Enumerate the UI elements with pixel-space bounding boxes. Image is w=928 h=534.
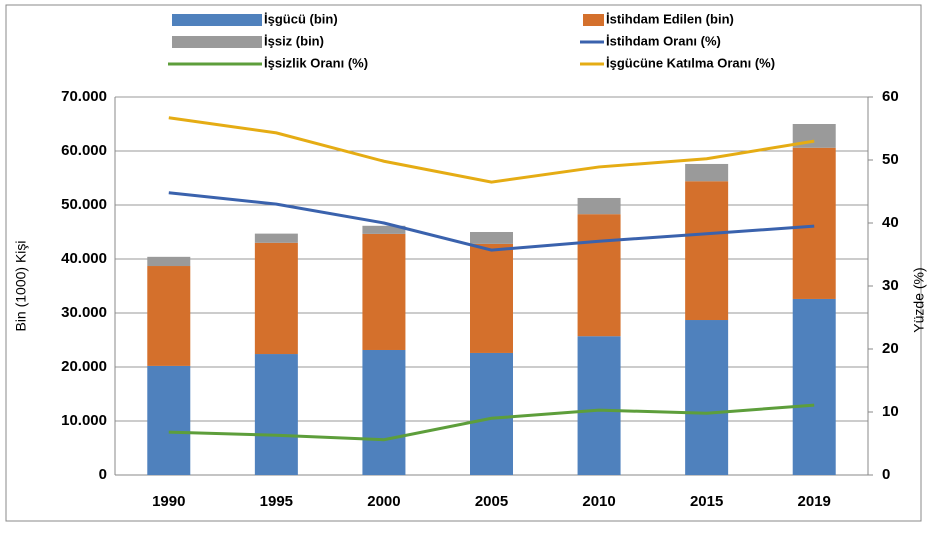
y-tick-label: 10.000 xyxy=(61,412,107,429)
bar xyxy=(362,349,406,475)
bar xyxy=(792,147,836,299)
bar xyxy=(362,225,406,234)
legend-label: İşgücüne Katılma Oranı (%) xyxy=(606,55,775,70)
line-series xyxy=(168,191,815,252)
bar xyxy=(577,214,621,337)
legend-label: İşsizlik Oranı (%) xyxy=(264,55,368,70)
x-tick-label: 2005 xyxy=(475,493,508,510)
y2-axis-title: Yüzde (%) xyxy=(911,267,927,332)
bar xyxy=(470,352,513,475)
x-tick-label: 2000 xyxy=(367,493,400,510)
legend-label: İşsiz (bin) xyxy=(264,33,324,48)
x-tick-label: 2019 xyxy=(798,493,831,510)
x-tick-label: 2015 xyxy=(690,493,723,510)
y-axis-title: Bin (1000) Kişi xyxy=(13,240,29,331)
bar xyxy=(147,266,191,366)
legend-swatch xyxy=(583,14,604,26)
bar xyxy=(792,298,836,475)
chart-frame xyxy=(5,4,922,522)
bar xyxy=(147,256,191,267)
bar xyxy=(577,336,621,475)
y-tick-label: 60.000 xyxy=(61,142,107,159)
y-tick-label: 0 xyxy=(99,466,107,483)
bar xyxy=(685,163,729,182)
y2-tick-label: 20 xyxy=(882,340,899,357)
legend-label: İstihdam Edilen (bin) xyxy=(606,11,734,26)
bar xyxy=(470,243,513,353)
x-tick-label: 1990 xyxy=(152,493,185,510)
bar xyxy=(685,320,729,475)
y2-tick-label: 10 xyxy=(882,403,899,420)
x-tick-label: 1995 xyxy=(260,493,293,510)
legend-label: İşgücü (bin) xyxy=(264,11,338,26)
bar xyxy=(577,197,621,215)
bar xyxy=(254,354,298,475)
legend-swatch xyxy=(172,36,262,48)
y2-tick-label: 0 xyxy=(882,466,890,483)
y2-tick-label: 30 xyxy=(882,277,899,294)
y-tick-label: 40.000 xyxy=(61,250,107,267)
legend-label: İstihdam Oranı (%) xyxy=(606,33,721,48)
line-series xyxy=(168,403,815,442)
bar xyxy=(685,181,729,321)
y-tick-label: 50.000 xyxy=(61,196,107,213)
legend-swatch xyxy=(172,14,262,26)
y2-tick-label: 40 xyxy=(882,214,899,231)
bar xyxy=(254,233,298,243)
x-tick-label: 2010 xyxy=(582,493,615,510)
bar xyxy=(147,365,191,475)
bar xyxy=(362,233,406,350)
y2-tick-label: 50 xyxy=(882,151,899,168)
y-tick-label: 20.000 xyxy=(61,358,107,375)
y2-tick-label: 60 xyxy=(882,88,899,105)
y-tick-label: 30.000 xyxy=(61,304,107,321)
line-series xyxy=(168,116,815,184)
y-tick-label: 70.000 xyxy=(61,88,107,105)
bar xyxy=(470,232,513,244)
bar xyxy=(254,242,298,355)
